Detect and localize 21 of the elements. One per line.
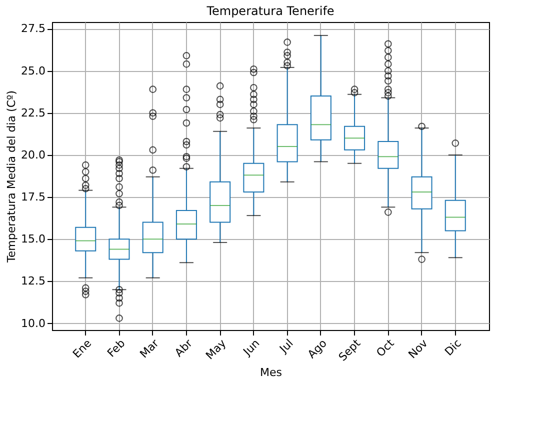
y-tick-label: 17.5 (21, 190, 46, 204)
x-tick-label: Jun (240, 336, 262, 359)
y-tick-label: 27.5 (21, 22, 46, 36)
x-tick-label: Mar (137, 336, 162, 361)
y-tick-label: 22.5 (21, 106, 46, 120)
x-tick-label: Jul (276, 336, 296, 356)
y-tick-label: 25.0 (21, 64, 46, 78)
y-axis-title: Temperatura Media del dia (Cº) (5, 90, 18, 264)
x-tick-label: Abr (172, 336, 196, 360)
x-tick-label: Nov (406, 336, 431, 362)
x-tick-label: Dic (442, 336, 464, 358)
y-tick-label: 20.0 (21, 148, 46, 162)
x-tick-label: Feb (104, 336, 128, 360)
chart-title: Temperatura Tenerife (206, 4, 334, 18)
x-tick-label: Ene (70, 336, 94, 361)
x-axis-title: Mes (260, 366, 282, 379)
y-tick-label: 10.0 (21, 316, 46, 330)
y-tick-label: 12.5 (21, 274, 46, 288)
x-tick-label: Ago (305, 336, 330, 362)
y-tick-label: 15.0 (21, 232, 46, 246)
x-tick-label: Oct (374, 336, 398, 360)
